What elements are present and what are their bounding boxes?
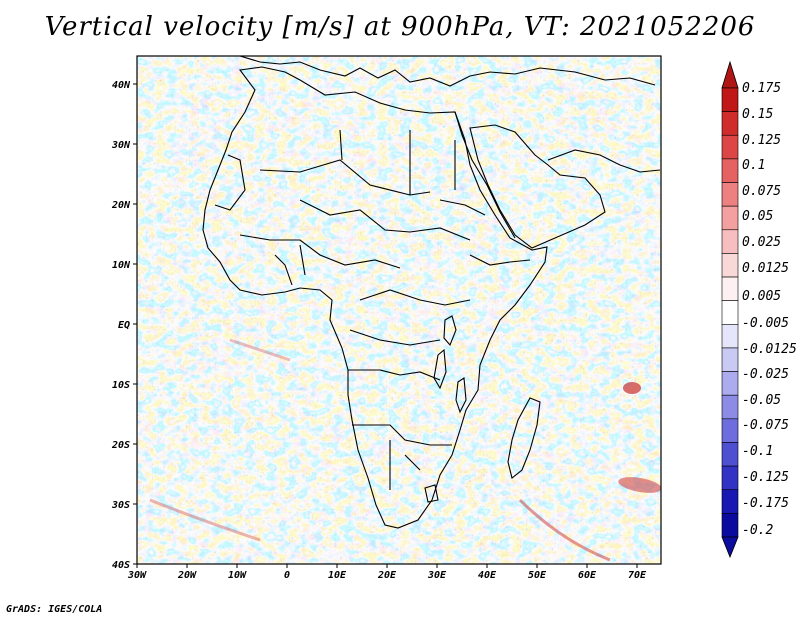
- colorbar-swatch: [721, 465, 739, 491]
- colorbar-swatch: [721, 134, 739, 160]
- colorbar-top-triangle: [721, 60, 739, 89]
- lon-label: 10E: [328, 570, 347, 581]
- colorbar-label: 0.0125: [742, 261, 789, 276]
- chart-title: Vertical velocity [m/s] at 900hPa, VT: 2…: [44, 12, 756, 42]
- lon-label: 20E: [377, 570, 397, 581]
- lat-axis: [133, 83, 137, 565]
- colorbar-swatch: [721, 253, 739, 278]
- colorbar: 0.175 0.15 0.125 0.1 0.075 0.05 0.025 0.…: [721, 60, 797, 559]
- lat-labels: 40N 30N 20N 10N EQ 10S 20S 30S 40S: [111, 80, 131, 571]
- colorbar-swatch: [721, 324, 739, 349]
- colorbar-label: 0.175: [742, 81, 781, 96]
- colorbar-label: 0.05: [742, 209, 773, 224]
- colorbar-swatch: [721, 276, 739, 301]
- lat-label: EQ: [118, 320, 130, 331]
- lat-label: 40N: [112, 80, 131, 91]
- colorbar-label: -0.075: [742, 418, 789, 433]
- colorbar-labels: 0.175 0.15 0.125 0.1 0.075 0.05 0.025 0.…: [742, 81, 797, 538]
- colorbar-label: 0.125: [742, 133, 781, 148]
- lon-label: 50E: [528, 570, 547, 581]
- lat-label: 40S: [112, 560, 130, 571]
- footer-credit: GrADS: IGES/COLA: [6, 604, 103, 615]
- colorbar-label: -0.175: [742, 496, 789, 511]
- lat-label: 30N: [111, 140, 131, 151]
- colorbar-swatch: [721, 87, 739, 112]
- velocity-field: [137, 56, 661, 564]
- colorbar-swatch: [721, 418, 739, 443]
- lat-label: 10N: [112, 260, 131, 271]
- lon-labels: 30W 20W 10W 0 10E 20E 30E 40E 50E 60E 70…: [127, 570, 647, 581]
- colorbar-swatch: [721, 182, 739, 207]
- colorbar-label: -0.1: [742, 444, 773, 459]
- colorbar-label: -0.025: [742, 367, 789, 382]
- colorbar-swatch: [721, 489, 739, 514]
- lat-label: 20N: [111, 200, 131, 211]
- lon-label: 60E: [578, 570, 597, 581]
- lon-label: 0: [284, 570, 290, 581]
- colorbar-label: 0.005: [742, 289, 781, 304]
- colorbar-label: 0.15: [742, 107, 773, 122]
- lon-axis: [136, 564, 638, 568]
- lon-label: 30W: [127, 570, 147, 581]
- colorbar-swatch: [721, 111, 739, 136]
- map-frame: [136, 55, 662, 565]
- colorbar-label: 0.1: [742, 158, 765, 173]
- colorbar-swatch: [721, 442, 739, 467]
- colorbar-swatch: [721, 300, 739, 325]
- colorbar-swatch: [721, 513, 739, 538]
- lon-label: 20W: [177, 570, 197, 581]
- lon-label: 70E: [628, 570, 647, 581]
- lat-label: 10S: [112, 380, 130, 391]
- lon-label: 30E: [427, 570, 447, 581]
- lat-label: 30S: [111, 500, 130, 511]
- coastline-borders: [202, 56, 661, 529]
- colorbar-label: -0.125: [742, 470, 789, 485]
- lon-label: 10W: [228, 570, 247, 581]
- colorbar-label: 0.075: [742, 184, 781, 199]
- colorbar-bottom-triangle: [721, 536, 739, 559]
- colorbar-swatch: [721, 347, 739, 372]
- colorbar-boxes: [721, 87, 739, 538]
- colorbar-label: 0.025: [742, 235, 781, 250]
- colorbar-swatch: [721, 229, 739, 254]
- colorbar-swatch: [721, 205, 739, 231]
- colorbar-label: -0.2: [742, 523, 773, 538]
- colorbar-swatch: [721, 158, 739, 183]
- colorbar-label: -0.005: [742, 316, 789, 331]
- colorbar-swatch: [721, 371, 739, 396]
- colorbar-label: -0.05: [742, 393, 781, 408]
- colorbar-swatch: [721, 394, 739, 420]
- lon-label: 40E: [478, 570, 497, 581]
- colorbar-label: -0.0125: [742, 342, 797, 357]
- lat-label: 20S: [111, 440, 130, 451]
